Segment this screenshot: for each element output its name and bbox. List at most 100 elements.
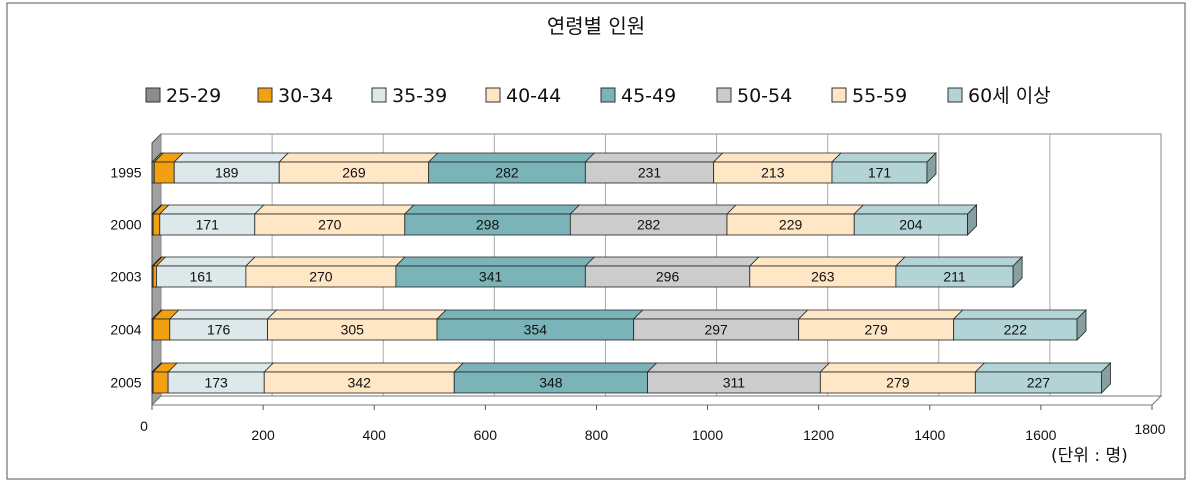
bar-top-face [712,152,842,163]
data-label: 354 [524,322,548,338]
legend-label-0: 25-29 [166,85,221,107]
data-label: 161 [189,269,213,285]
bar-segment: 227 [974,362,1112,394]
legend-swatch-2 [371,87,387,103]
bar-front-face [152,213,161,236]
data-label: 171 [196,217,220,233]
x-tick-label: 0 [140,418,148,434]
bar-segment: 176 [168,309,278,341]
bar-top-face [748,256,906,267]
x-tick-label: 1800 [1134,421,1165,437]
data-label: 229 [779,217,803,233]
bar-top-face [403,204,581,215]
x-axis: 0 200 400 600 800 1000 1200 1400 1600 1800 [140,405,1166,443]
bar-top-face [167,362,275,373]
data-label: 342 [348,375,372,391]
floor [150,395,1163,406]
category-label: 2005 [110,375,141,391]
data-label: 341 [479,269,503,285]
bar-segment: 161 [155,256,256,288]
bar-segment: 298 [403,204,581,236]
bar-segment: 311 [646,362,831,394]
legend-label-2: 35-39 [392,85,447,107]
bar-segment: 282 [569,204,737,236]
bar-top-face [173,152,290,163]
chart-title: 연령별 인원 [547,14,645,38]
data-label: 231 [638,165,662,181]
x-tick-label: 800 [585,427,609,443]
data-label: 282 [495,165,519,181]
legend-swatch-5 [716,87,732,103]
legend-swatch-7 [947,87,963,103]
bar-top-face [244,256,406,267]
data-label: 222 [1004,322,1028,338]
bar-top-face [569,204,737,215]
bar-segment: 231 [584,152,724,184]
bar-segment: 189 [173,152,290,184]
bar-top-face [453,362,658,373]
data-label: 298 [476,217,500,233]
bar-top-face [584,152,724,163]
data-label: 173 [204,375,228,391]
bar-top-face [394,256,596,267]
data-label: 279 [864,322,888,338]
bar-segment: 229 [726,204,865,236]
legend-label-7: 60세 이상 [968,85,1051,107]
bar-segment: 173 [167,362,275,394]
bar-front-face [152,318,171,341]
data-label: 279 [886,375,910,391]
bar-segment: 342 [263,362,465,394]
bar-top-face [797,309,964,320]
data-label: 227 [1027,375,1051,391]
data-label: 270 [309,269,333,285]
bar-segment [152,204,170,236]
bar-front-face [153,161,175,184]
bar-top-face [894,256,1024,267]
bar-segment: 213 [712,152,842,184]
bar-top-face [253,204,415,215]
category-label: 2000 [110,217,141,233]
bar-top-face [974,362,1112,373]
legend-swatch-0 [145,87,161,103]
bars: 1995 189 269 282 231 213 171 2000 171 270 298 282 22… [110,152,1112,394]
bar-side-face [1101,362,1111,394]
bar-top-face [158,204,265,215]
bar-segment: 270 [244,256,406,288]
bar-side-face [1076,309,1087,341]
bar-top-face [831,152,937,163]
data-label: 171 [868,165,892,181]
data-label: 296 [656,269,680,285]
legend-swatch-6 [831,87,847,103]
x-tick-label: 200 [251,427,275,443]
bar-top-face [436,309,644,320]
x-tick-label: 1400 [914,427,945,443]
bar-segment: 279 [797,309,964,341]
bar-top-face [632,309,809,320]
data-label: 263 [811,269,835,285]
bar-segment: 269 [278,152,439,184]
bar-top-face [646,362,831,373]
category-label: 2003 [110,269,141,285]
legend-label-4: 45-49 [621,85,676,107]
bar-side-face [1012,256,1023,288]
data-label: 269 [342,165,366,181]
bar-top-face [278,152,439,163]
bar-top-face [155,256,256,267]
legend-swatch-1 [257,87,273,103]
bar-side-face [967,204,977,236]
data-label: 189 [215,165,239,181]
bar-segment: 204 [853,204,978,236]
bar-top-face [952,309,1087,320]
bar-top-face [263,362,465,373]
bar-front-face [152,371,169,394]
bar-segment: 171 [831,152,937,184]
bar-segment: 348 [453,362,658,394]
data-label: 176 [207,322,231,338]
bar-side-face [926,152,937,184]
category-label: 1995 [110,165,141,181]
bar-front-face [152,265,157,288]
bar-segment: 354 [436,309,644,341]
x-tick-label: 1000 [692,427,723,443]
